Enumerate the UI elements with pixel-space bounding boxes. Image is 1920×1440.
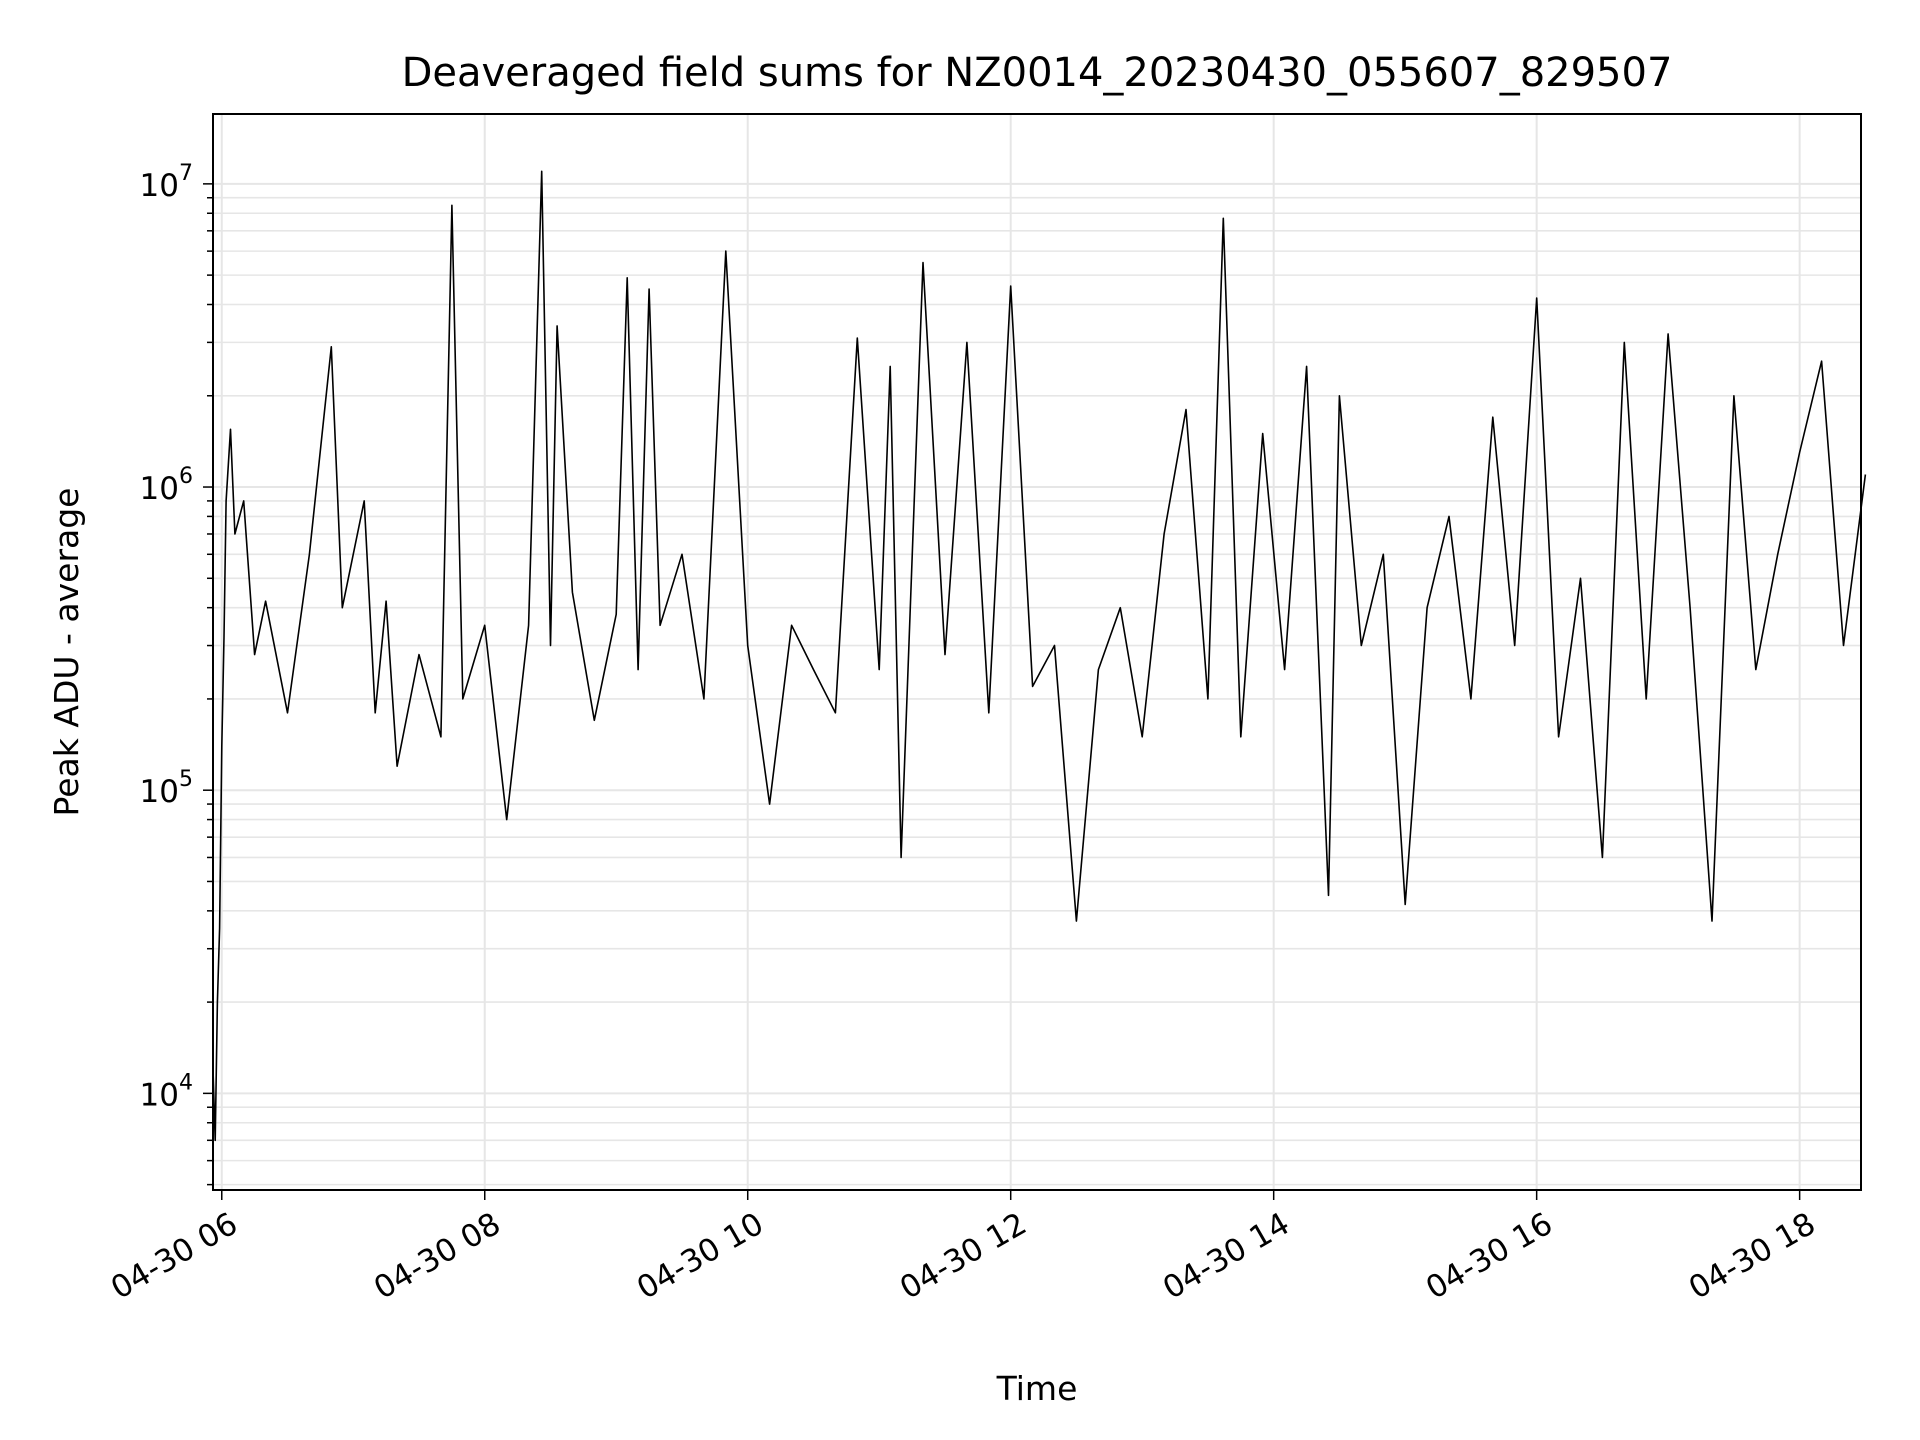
y-tick-label-base: 10 [140,774,179,810]
y-tick-label: 104 [140,1070,193,1113]
series-layer [212,170,1867,1142]
chart-title: Deaveraged field sums for NZ0014_2023043… [402,50,1673,96]
y-tick-label-exponent: 6 [179,464,193,489]
y-tick-label-exponent: 4 [179,1070,193,1095]
y-tick-label: 105 [140,767,193,810]
y-tick-label-base: 10 [140,168,179,204]
series-line [212,170,1867,1142]
y-tick-label-base: 10 [140,1077,179,1113]
y-tick-label: 107 [140,161,193,204]
x-axis-label: Time [996,1369,1078,1408]
grid [213,114,1861,1190]
y-tick-label-base: 10 [140,471,179,507]
y-tick-label-exponent: 5 [179,767,193,792]
y-tick-label-exponent: 7 [179,161,193,186]
plot-frame [212,113,1862,1191]
y-axis-label: Peak ADU - average [47,488,86,817]
y-tick-label: 106 [140,464,193,507]
